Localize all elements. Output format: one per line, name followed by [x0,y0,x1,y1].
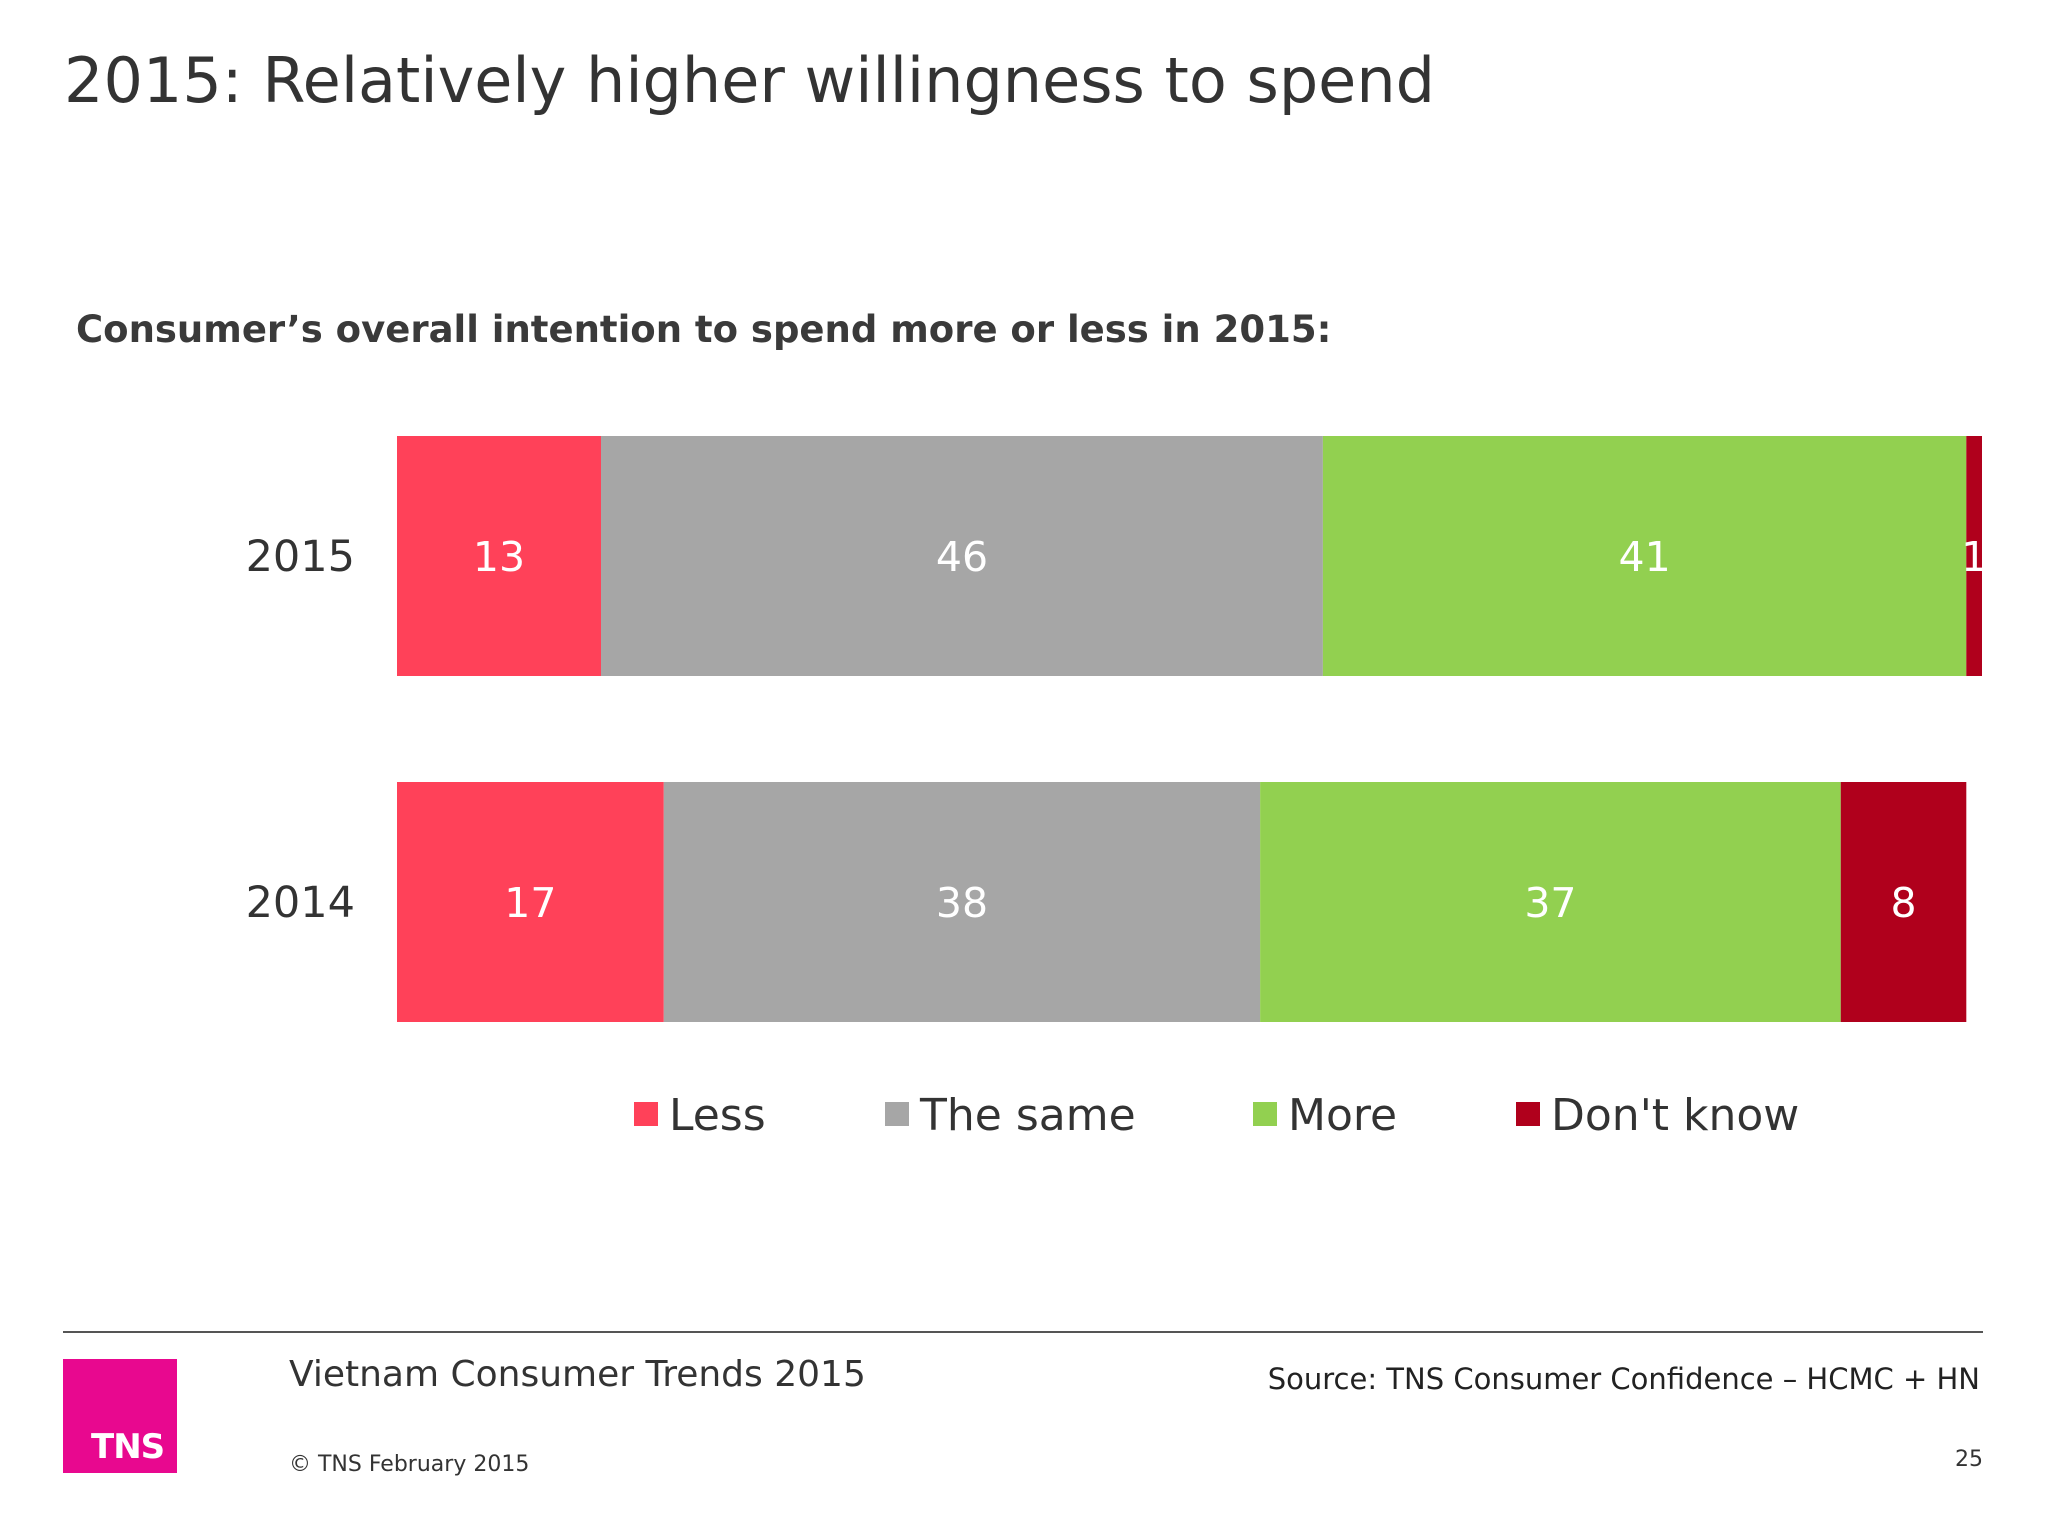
legend-swatch-don-t-know [1516,1102,1540,1126]
bar-2015-less [397,436,602,676]
legend-label-don-t-know: Don't know [1551,1090,1799,1141]
chart-title: Consumer’s overall intention to spend mo… [76,308,1332,351]
bar-2015-the-same [601,436,1323,676]
bar-2015-more [1322,436,1967,676]
legend-swatch-more [1253,1102,1277,1126]
legend-swatch-the-same [885,1102,909,1126]
page-number: 25 [1955,1447,1983,1472]
bar-2014-don-t-know [1840,782,1967,1022]
slide-title: 2015: Relatively higher willingness to s… [64,44,1435,117]
legend-label-more: More [1288,1090,1397,1141]
footer-divider [63,1331,1983,1333]
source-note: Source: TNS Consumer Confidence – HCMC +… [1267,1362,1980,1396]
legend-swatch-less [634,1102,658,1126]
tns-logo: TNS [63,1359,177,1473]
legend-label-less: Less [669,1090,766,1141]
data-label-2014-the-same: 38 [936,879,988,927]
data-label-2014-don-t-know: 8 [1890,879,1916,927]
legend-label-the-same: The same [919,1090,1136,1141]
data-label-2015-don-t-know: 1 [1961,533,1987,581]
data-label-2014-less: 17 [504,879,556,927]
category-label-2015: 2015 [246,532,355,582]
bar-2015-don-t-know [1966,436,1982,676]
footer-title: Vietnam Consumer Trends 2015 [289,1354,866,1395]
bar-2014-more [1260,782,1841,1022]
data-label-2014-more: 37 [1524,879,1576,927]
bar-2014-less [397,782,664,1022]
stacked-bar-chart: 2015 13 46 41 1 2014 17 38 37 8 Less The same More D… [245,436,1987,1141]
bar-2014-the-same [663,782,1261,1022]
data-label-2015-less: 13 [473,533,525,581]
category-label-2014: 2014 [246,878,355,928]
data-label-2015-the-same: 46 [936,533,988,581]
copyright-note: © TNS February 2015 [289,1452,530,1477]
tns-logo-text: TNS [91,1427,165,1467]
data-label-2015-more: 41 [1619,533,1671,581]
